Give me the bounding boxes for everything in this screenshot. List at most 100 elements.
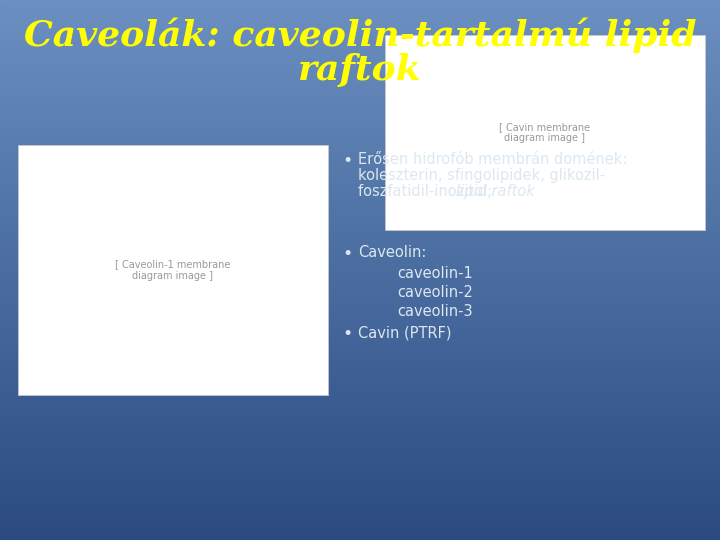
Bar <box>0 43 720 46</box>
Text: •: • <box>342 152 352 170</box>
Bar <box>0 537 720 540</box>
Bar <box>0 232 720 235</box>
Bar <box>0 267 720 270</box>
Bar <box>0 140 720 143</box>
Bar <box>0 297 720 300</box>
Bar <box>0 408 720 410</box>
Bar <box>0 105 720 108</box>
Bar <box>0 373 720 375</box>
Bar <box>0 464 720 467</box>
Bar <box>0 308 720 310</box>
Bar <box>0 86 720 89</box>
Bar <box>0 19 720 22</box>
Bar <box>0 354 720 356</box>
Bar <box>0 367 720 370</box>
Bar <box>0 475 720 478</box>
Bar <box>0 278 720 281</box>
Bar <box>0 211 720 213</box>
Bar <box>0 202 720 205</box>
Bar <box>0 167 720 170</box>
Bar <box>0 513 720 516</box>
Bar <box>0 481 720 483</box>
Bar <box>0 273 720 275</box>
Bar <box>0 502 720 505</box>
Text: Cavin (PTRF): Cavin (PTRF) <box>358 325 451 340</box>
Bar <box>0 170 720 173</box>
Bar <box>0 459 720 462</box>
Bar <box>0 24 720 27</box>
Bar <box>0 364 720 367</box>
Bar <box>0 3 720 5</box>
Bar <box>0 410 720 413</box>
Bar <box>0 281 720 284</box>
Bar <box>0 402 720 405</box>
Bar <box>0 516 720 518</box>
Bar <box>0 248 720 251</box>
Bar <box>0 310 720 313</box>
Bar <box>0 494 720 497</box>
Bar <box>0 497 720 500</box>
Text: caveolin-1: caveolin-1 <box>397 266 473 281</box>
Text: Erősen hidrofób membrán domének:: Erősen hidrofób membrán domének: <box>358 152 627 167</box>
Bar <box>0 240 720 243</box>
Bar <box>0 262 720 265</box>
Bar <box>0 510 720 513</box>
Bar <box>0 38 720 40</box>
Text: lipid raftok: lipid raftok <box>456 184 535 199</box>
Bar <box>0 327 720 329</box>
Bar <box>0 316 720 319</box>
Bar <box>0 173 720 176</box>
Bar <box>0 130 720 132</box>
Bar <box>0 30 720 32</box>
Bar <box>0 454 720 456</box>
Bar <box>0 111 720 113</box>
Bar <box>0 478 720 481</box>
Bar <box>0 292 720 294</box>
Bar <box>0 151 720 154</box>
Bar <box>0 338 720 340</box>
Bar <box>0 335 720 338</box>
Bar <box>0 62 720 65</box>
Bar <box>0 35 720 38</box>
Text: Caveolák: caveolin-tartalmú lipid: Caveolák: caveolin-tartalmú lipid <box>24 17 696 53</box>
Bar <box>0 192 720 194</box>
Bar <box>0 462 720 464</box>
Bar <box>0 108 720 111</box>
Bar <box>0 40 720 43</box>
Bar <box>0 238 720 240</box>
Bar <box>18 145 328 395</box>
Text: •: • <box>342 325 352 343</box>
Bar <box>0 186 720 189</box>
Bar <box>0 378 720 381</box>
Bar <box>0 294 720 297</box>
Text: raftok: raftok <box>298 53 422 87</box>
Bar <box>0 340 720 343</box>
Bar <box>0 435 720 437</box>
Bar <box>0 143 720 146</box>
Bar <box>0 451 720 454</box>
Text: caveolin-2: caveolin-2 <box>397 285 473 300</box>
Bar <box>0 305 720 308</box>
Bar <box>0 5 720 8</box>
Bar <box>0 375 720 378</box>
Bar <box>0 219 720 221</box>
Bar <box>0 205 720 208</box>
Bar <box>0 356 720 359</box>
Bar <box>0 246 720 248</box>
Bar <box>0 313 720 316</box>
Bar <box>0 146 720 148</box>
Bar <box>0 440 720 443</box>
Bar <box>0 103 720 105</box>
Bar <box>0 500 720 502</box>
Bar <box>0 489 720 491</box>
Bar <box>0 300 720 302</box>
Bar <box>0 208 720 211</box>
Bar <box>0 84 720 86</box>
Bar <box>0 491 720 494</box>
Bar <box>0 68 720 70</box>
Bar <box>0 65 720 68</box>
Bar <box>0 200 720 202</box>
Bar <box>0 386 720 389</box>
Bar <box>0 284 720 286</box>
Bar <box>0 456 720 459</box>
